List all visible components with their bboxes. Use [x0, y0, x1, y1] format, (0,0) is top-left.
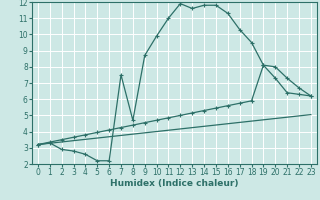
X-axis label: Humidex (Indice chaleur): Humidex (Indice chaleur) [110, 179, 239, 188]
